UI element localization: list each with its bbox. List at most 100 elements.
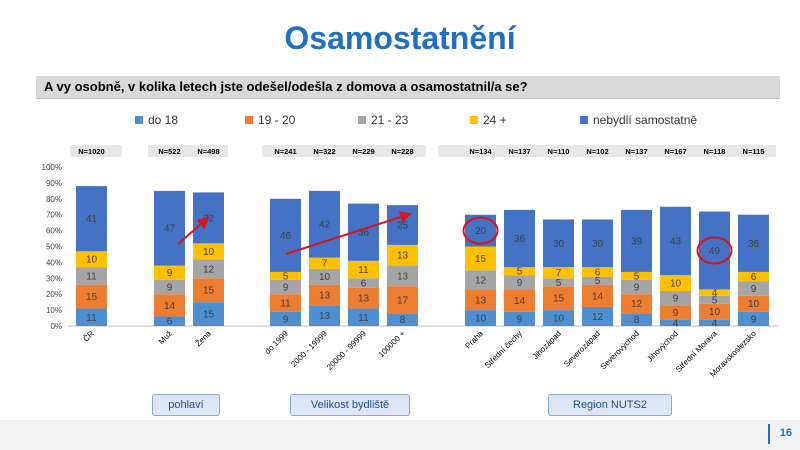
highlight-circle [696,236,733,265]
page-number-divider [768,424,770,444]
bar-segment-nebydli-samostatne [738,214,769,272]
bar-segment-19-20 [270,294,301,312]
data-label: 36 [514,234,526,245]
data-label: 12 [203,264,215,275]
bar-segment-19-20 [738,295,769,312]
data-label: 10 [86,255,98,266]
data-label: 12 [475,275,487,286]
data-label: 9 [673,308,679,319]
bar-segment-19-20 [621,294,652,314]
legend-label: 24 + [483,113,507,127]
y-tick-label: 90% [46,179,62,188]
data-label: 13 [319,290,331,301]
data-label: 8 [400,315,406,326]
y-tick-label: 40% [46,258,62,267]
data-label: 4 [712,318,718,329]
data-label: 5 [712,295,718,306]
group-label-velikost-bydliste: Velikost bydliště [290,394,410,416]
page-number: 16 [779,427,792,439]
n-label: N=229 [352,147,374,156]
data-label: 5 [595,276,601,287]
bar-segment-do-18 [387,313,418,326]
bar-segment-do-18 [543,310,574,326]
category-label: ČR [81,329,96,344]
category-label: do 1999 [263,329,290,356]
bar-segment-do-18 [738,311,769,326]
n-label: N=322 [313,147,335,156]
bar-segment-nebydli-samostatne [270,198,301,272]
n-label-box [262,145,426,157]
category-label: Severozápad [562,329,602,369]
data-label: 15 [553,294,565,305]
bar-segment-do-18 [154,316,185,326]
bar-segment-21-23 [387,265,418,287]
data-label: 10 [203,247,215,258]
bar-segment-24 [582,267,613,277]
y-tick-label: 10% [46,306,62,315]
legend-item-nebydli-samostatne: nebydlí samostatně [580,113,697,127]
data-label: 9 [167,268,173,279]
data-label: 15 [203,286,215,297]
group-label-pohlavi: pohlaví [152,394,220,416]
n-label-box [70,145,122,157]
data-label: 5 [556,278,562,289]
bar-segment-do-18 [660,319,691,326]
bar-segment-do-18 [76,308,107,326]
data-label: 6 [595,267,601,278]
data-label: 13 [397,251,409,262]
data-label: 17 [397,295,409,306]
data-label: 9 [283,314,289,325]
bar-segment-19-20 [387,286,418,314]
bar-segment-21-23 [270,279,301,295]
legend-label: do 18 [148,113,179,127]
data-label: 11 [358,265,369,276]
bar-segment-21-23 [504,275,535,290]
n-label: N=522 [158,147,180,156]
data-label: 10 [319,272,331,283]
bar-segment-21-23 [738,281,769,296]
chart-legend: do 18 19 - 20 21 - 23 24 + nebydlí samostatn… [0,113,800,129]
category-label: 2000 - 19999 [289,329,329,369]
y-tick-label: 30% [46,274,62,283]
data-label: 9 [167,283,173,294]
data-label: 9 [517,278,523,289]
group-label-region: Region NUTS2 [548,394,672,416]
legend-label: 21 - 23 [371,113,409,127]
bar-segment-21-23 [348,278,379,288]
n-label: N=137 [508,147,530,156]
data-label: 13 [358,294,370,305]
data-label: 36 [748,239,760,250]
bar-segment-24 [348,260,379,279]
data-label: 13 [475,295,487,306]
bar-segment-nebydli-samostatne [660,206,691,276]
data-label: 13 [319,311,331,322]
data-label: 6 [167,317,173,328]
n-label: N=167 [664,147,686,156]
data-label: 15 [86,292,98,303]
page-title: Osamostatnění [284,20,516,56]
bar-segment-nebydli-samostatne [699,211,730,290]
n-label: N=241 [274,147,296,156]
data-label: 11 [280,298,291,309]
bar-segment-do-18 [465,310,496,326]
bar-segment-19-20 [348,287,379,309]
bar-segment-21-23 [76,267,107,285]
stacked-bar-chart: N=1020 N=522 N=498 N=241 N=322 N=229 N=228 N=13… [42,145,778,379]
category-label: Praha [463,329,485,351]
legend-item-do-18: do 18 [135,113,178,127]
bar-segment-24 [154,265,185,280]
bar-segment-do-18 [621,313,652,326]
trend-arrow-size [285,211,412,255]
data-label: 7 [322,259,328,270]
data-label: 32 [203,213,215,224]
category-label: Muž [157,329,174,346]
data-label: 46 [280,231,292,242]
data-label: 13 [397,271,409,282]
data-label: 6 [751,272,757,283]
legend-label: 19 - 20 [258,113,296,127]
bar-segment-nebydli-samostatne [582,219,613,268]
data-label: 12 [631,299,643,310]
data-label: 30 [592,239,604,250]
data-label: 15 [475,254,487,265]
bar-segment-21-23 [193,259,224,279]
